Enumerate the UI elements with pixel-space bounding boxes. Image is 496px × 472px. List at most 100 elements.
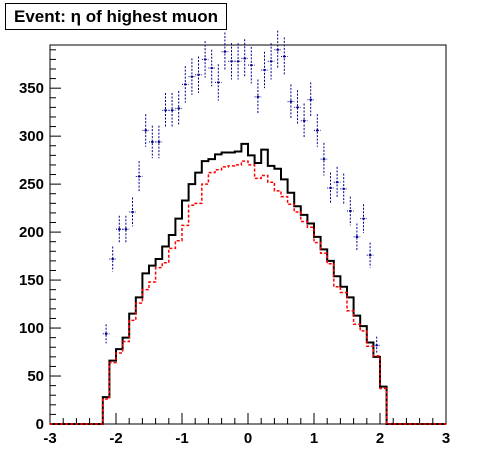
y-tick-label: 300 <box>19 128 44 145</box>
point-marker <box>336 181 339 184</box>
data-point-blue <box>241 39 248 78</box>
data-point-blue <box>109 246 116 272</box>
point-marker <box>296 106 299 109</box>
point-marker <box>243 57 246 60</box>
data-point-blue <box>360 204 367 234</box>
data-point-blue <box>149 125 156 159</box>
x-tick-label: -1 <box>175 430 188 447</box>
point-marker <box>230 60 233 63</box>
data-point-blue <box>135 161 143 192</box>
point-marker <box>237 60 240 63</box>
point-marker <box>263 68 266 71</box>
data-point-blue <box>116 215 123 243</box>
data-point-blue <box>188 58 196 95</box>
point-marker <box>138 175 141 178</box>
point-marker <box>124 228 127 231</box>
point-marker <box>342 187 345 190</box>
data-point-blue <box>327 172 334 204</box>
data-point-blue <box>215 64 222 101</box>
x-tick-label: 2 <box>376 430 384 447</box>
point-marker <box>105 332 108 335</box>
data-point-blue <box>333 166 341 198</box>
data-point-blue <box>168 92 176 128</box>
y-tick-label: 0 <box>36 416 44 433</box>
data-point-blue <box>162 92 169 128</box>
data-point-blue <box>155 125 163 159</box>
data-point-blue <box>201 41 209 78</box>
data-point-blue <box>182 66 189 103</box>
point-marker <box>362 217 365 220</box>
data-point-blue <box>373 336 380 354</box>
data-point-blue <box>347 196 354 226</box>
data-point-blue <box>274 30 281 69</box>
point-marker <box>204 58 207 61</box>
point-marker <box>210 67 213 70</box>
point-marker <box>190 75 193 78</box>
point-marker <box>322 158 325 161</box>
data-point-blue <box>294 90 301 125</box>
data-point-blue <box>175 91 182 126</box>
point-marker <box>250 64 253 67</box>
data-point-blue <box>248 46 255 84</box>
point-marker <box>164 109 167 112</box>
data-point-blue <box>208 49 215 87</box>
point-marker <box>184 83 187 86</box>
y-tick-label: 50 <box>27 368 44 385</box>
y-tick-label: 350 <box>19 80 44 97</box>
point-marker <box>270 60 273 63</box>
point-marker <box>144 129 147 132</box>
data-point-blue <box>287 84 295 119</box>
point-marker <box>171 109 174 112</box>
data-point-blue <box>122 215 130 243</box>
point-marker <box>369 254 372 257</box>
data-point-blue <box>314 114 321 147</box>
data-point-blue <box>353 223 361 251</box>
data-point-blue <box>228 43 235 80</box>
data-point-blue <box>320 142 328 176</box>
point-marker <box>355 235 358 238</box>
x-tick-label: 1 <box>310 430 318 447</box>
point-marker <box>217 81 220 84</box>
data-point-blue <box>142 114 149 147</box>
data-point-blue <box>307 82 314 117</box>
point-marker <box>289 100 292 103</box>
data-point-blue <box>254 79 262 115</box>
data-point-blue <box>195 56 202 93</box>
point-marker <box>223 50 226 53</box>
histogram-solid-black <box>50 142 446 425</box>
data-point-blue <box>300 103 308 139</box>
y-tick-label: 150 <box>19 272 44 289</box>
data-point-blue <box>366 242 374 268</box>
point-marker <box>329 186 332 189</box>
data-point-blue <box>102 324 110 344</box>
data-point-blue <box>129 197 136 227</box>
point-marker <box>256 95 259 98</box>
point-marker <box>316 129 319 132</box>
point-marker <box>283 55 286 58</box>
point-marker <box>349 209 352 212</box>
point-marker <box>177 107 180 110</box>
data-point-blue <box>221 32 229 71</box>
point-marker <box>131 210 134 213</box>
x-tick-label: 3 <box>442 430 450 447</box>
y-tick-label: 200 <box>19 224 44 241</box>
x-tick-label: -2 <box>109 430 122 447</box>
point-marker <box>309 98 312 101</box>
point-marker <box>118 228 121 231</box>
point-marker <box>375 344 378 347</box>
y-tick-label: 100 <box>19 320 44 337</box>
point-marker <box>111 257 114 260</box>
data-point-blue <box>234 43 242 80</box>
point-marker <box>157 140 160 143</box>
chart-title: Event: η of highest muon <box>5 3 227 30</box>
x-tick-label: 0 <box>244 430 252 447</box>
data-point-blue <box>340 173 347 205</box>
point-marker <box>197 73 200 76</box>
point-marker <box>151 140 154 143</box>
histogram-dashed-red <box>50 160 446 425</box>
data-point-blue <box>281 37 288 76</box>
point-marker <box>276 48 279 51</box>
x-tick-label: -3 <box>43 430 56 447</box>
point-marker <box>303 119 306 122</box>
